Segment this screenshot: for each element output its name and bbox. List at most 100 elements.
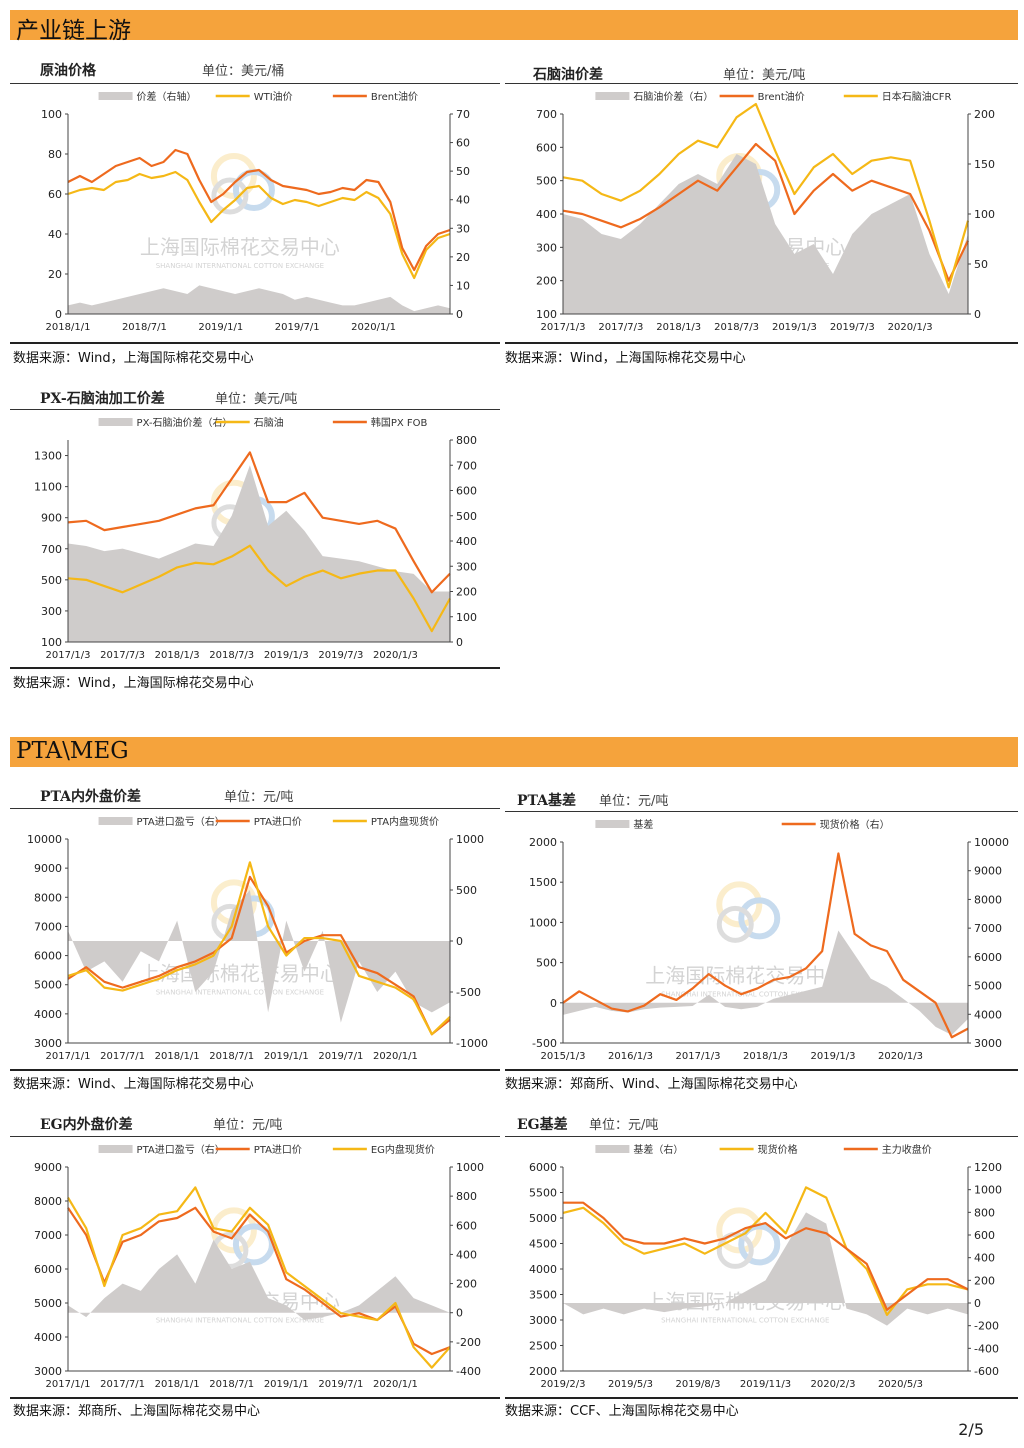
x-tick-label: 2017/7/3 [100, 650, 145, 661]
section-title: PTA\MEG [16, 738, 129, 764]
watermark-gray-arc [211, 177, 249, 215]
divider [505, 1397, 1018, 1399]
x-tick-label: 2020/1/3 [878, 1051, 923, 1062]
section-title: 产业链上游 [16, 18, 131, 44]
legend-label: 基差（右） [633, 1143, 683, 1156]
y2-tick-label: 40 [456, 194, 470, 207]
y-tick-label: 100 [41, 108, 62, 121]
legend-label: 现货价格（右） [820, 818, 890, 831]
y2-tick-label: 200 [456, 586, 477, 599]
x-tick-label: 2017/1/3 [541, 322, 586, 333]
y2-tick-label: 7000 [974, 922, 1002, 935]
y2-tick-label: 50 [974, 258, 988, 271]
legend-swatch [595, 820, 630, 828]
y2-tick-label: -400 [456, 1365, 481, 1378]
y-tick-label: 200 [536, 275, 557, 288]
legend: PTA进口盈亏（右） PTA进口价 PTA内盘现货价 [98, 815, 439, 828]
y2-tick-label: 800 [456, 1190, 477, 1203]
y-tick-label: 6000 [529, 1161, 557, 1174]
y-tick-label: 900 [41, 512, 62, 525]
page-number: 2/5 [958, 1420, 984, 1439]
data-source: 数据来源：CCF、上海国际棉花交易中心 [505, 1404, 739, 1419]
panel-title: EG内外盘价差 [40, 1117, 133, 1133]
y-tick-label: 3000 [529, 1314, 557, 1327]
chart-crude-oil: 上海国际棉花交易中心 SHANGHAI INTERNATIONAL COTTON … [10, 86, 500, 342]
area-series-0 [68, 1239, 450, 1320]
data-source: 数据来源：Wind，上海国际棉花交易中心 [13, 676, 254, 691]
y2-tick-label: 10 [456, 279, 470, 292]
y-tick-label: 300 [41, 605, 62, 618]
legend: 价差（右轴） WTI油价 Brent油价 [98, 90, 418, 103]
y-tick-label: 4000 [34, 1008, 62, 1021]
y2-tick-label: 4000 [974, 1008, 1002, 1021]
watermark-yellow-arc [716, 881, 763, 928]
area-series-0 [68, 890, 450, 1023]
legend-swatch [595, 1145, 630, 1153]
legend-label: Brent油价 [758, 90, 805, 103]
legend-swatch [98, 1145, 133, 1153]
y-tick-label: 8000 [34, 891, 62, 904]
watermark-yellow-arc [716, 1207, 763, 1254]
y-tick-label: 10000 [27, 833, 62, 846]
y-tick-label: 6000 [34, 950, 62, 963]
y2-tick-label: 200 [456, 1278, 477, 1291]
divider [10, 1136, 500, 1137]
x-tick-label: 2019/1/1 [264, 1379, 309, 1390]
x-tick-label: 2017/7/1 [100, 1379, 145, 1390]
y-tick-label: 20 [48, 268, 62, 281]
y-tick-label: 4500 [529, 1238, 557, 1251]
y2-tick-label: 0 [456, 935, 463, 948]
legend-label: 韩国PX FOB [371, 416, 428, 429]
area-series-0 [68, 465, 450, 642]
legend-swatch [98, 418, 133, 426]
panel-unit: 单位：元/吨 [589, 1118, 659, 1133]
data-source: 数据来源：Wind、上海国际棉花交易中心 [13, 1077, 254, 1092]
line-series-2 [67, 451, 451, 594]
y-tick-label: -500 [532, 1037, 557, 1050]
y-tick-label: 2000 [529, 836, 557, 849]
y-tick-label: 60 [48, 188, 62, 201]
x-tick-label: 2017/1/3 [676, 1051, 721, 1062]
y2-tick-label: 0 [974, 1297, 981, 1310]
panel-unit: 单位：美元/吨 [723, 68, 806, 83]
watermark: 上海国际棉花交易中心 SHANGHAI INTERNATIONAL COTTON … [645, 881, 845, 998]
legend-swatch [98, 817, 133, 825]
y2-tick-label: 600 [456, 485, 477, 498]
legend-label: 现货价格 [758, 1143, 798, 1156]
y-tick-label: 7000 [34, 1229, 62, 1242]
watermark-blue-arc [738, 897, 781, 940]
y2-tick-label: 400 [456, 1248, 477, 1261]
watermark-subtext: SHANGHAI INTERNATIONAL COTTON EXCHANGE [156, 1316, 324, 1324]
divider [505, 1069, 1018, 1071]
watermark: 上海国际棉花交易中心 SHANGHAI INTERNATIONAL COTTON … [140, 153, 340, 270]
x-tick-label: 2020/1/1 [373, 1051, 418, 1062]
x-tick-label: 2018/1/3 [743, 1051, 788, 1062]
y2-tick-label: 1000 [974, 1184, 1002, 1197]
legend-label: EG内盘现货价 [371, 1143, 435, 1156]
line-series-1 [562, 142, 969, 282]
y-tick-label: 500 [536, 957, 557, 970]
y2-tick-label: 500 [456, 884, 477, 897]
y-tick-label: 2500 [529, 1340, 557, 1353]
y2-tick-label: 200 [974, 1274, 995, 1287]
legend-swatch [595, 92, 630, 100]
x-tick-label: 2018/1/1 [46, 322, 91, 333]
divider [505, 342, 1018, 344]
panel-title: PX-石脑油加工价差 [40, 391, 165, 407]
y2-tick-label: 400 [456, 535, 477, 548]
y2-tick-label: 50 [456, 165, 470, 178]
watermark-subtext: SHANGHAI INTERNATIONAL COTTON EXCHANGE [661, 1316, 829, 1324]
y-tick-label: 40 [48, 228, 62, 241]
y-tick-label: 500 [536, 175, 557, 188]
legend-label: 日本石脑油CFR [882, 90, 952, 103]
divider [10, 667, 500, 669]
watermark-blue-arc [232, 169, 275, 211]
